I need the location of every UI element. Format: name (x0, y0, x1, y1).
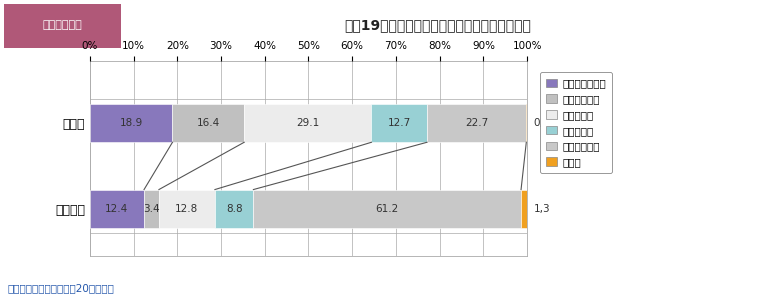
Text: 16.4: 16.4 (197, 118, 220, 128)
Text: 29.1: 29.1 (296, 118, 319, 128)
Text: 12.4: 12.4 (105, 204, 129, 214)
Text: 18.9: 18.9 (119, 118, 143, 128)
Bar (173, 104, 244, 142)
Bar (244, 104, 372, 142)
Text: 12.7: 12.7 (387, 118, 411, 128)
Text: 8.8: 8.8 (226, 204, 242, 214)
Text: 図３－５－２: 図３－５－２ (43, 20, 82, 30)
Text: 平成19年度　企業規模別（大企業，中堅企業）: 平成19年度 企業規模別（大企業，中堅企業） (344, 18, 531, 32)
Text: 3.4: 3.4 (143, 204, 160, 214)
Text: 1,3: 1,3 (533, 204, 551, 214)
Bar (427, 104, 526, 142)
Legend: 策定済みである, 策定中である, 予定がある, 予定はない, 知らなかった, 無回答: 策定済みである, 策定中である, 予定がある, 予定はない, 知らなかった, 無… (540, 72, 612, 174)
Text: 61.2: 61.2 (376, 204, 399, 214)
Text: 0,3: 0,3 (533, 118, 551, 128)
Bar (215, 189, 253, 228)
Bar (4, 4, 121, 48)
Bar (372, 104, 427, 142)
Text: 資料：内閣府調べ（平成20年１月）: 資料：内閣府調べ（平成20年１月） (8, 283, 115, 293)
Bar (253, 189, 521, 228)
Text: 12.8: 12.8 (175, 204, 198, 214)
Bar (526, 104, 528, 142)
Bar (159, 189, 215, 228)
Bar (144, 189, 159, 228)
Bar (90, 189, 144, 228)
Bar (521, 189, 526, 228)
Text: 22.7: 22.7 (465, 118, 488, 128)
Bar (90, 104, 173, 142)
